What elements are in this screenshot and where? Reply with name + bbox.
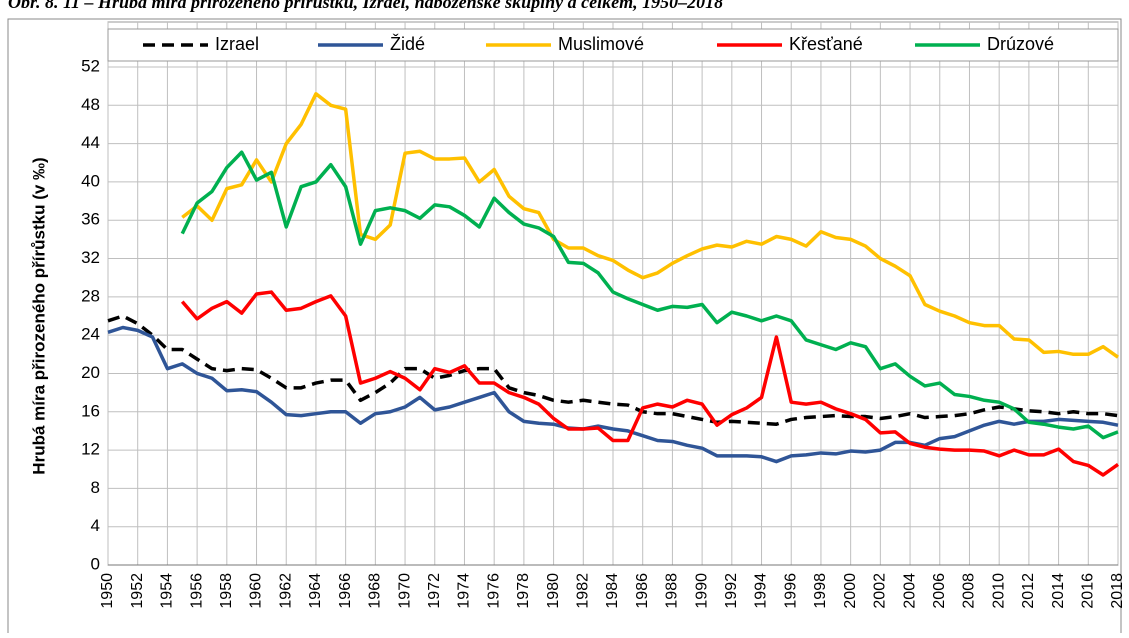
x-tick-label: 1956 (188, 573, 205, 609)
x-tick-label: 1950 (99, 573, 116, 609)
x-tick-label: 2000 (842, 573, 859, 609)
x-tick-label: 1986 (634, 573, 651, 609)
x-tick-label: 2002 (872, 573, 889, 609)
x-tick-label: 1966 (337, 573, 354, 609)
y-tick-label: 28 (81, 286, 100, 305)
y-tick-label: 24 (81, 325, 100, 344)
x-tick-label: 1990 (693, 573, 710, 609)
y-tick-label: 32 (81, 248, 100, 267)
x-tick-label: 1952 (129, 573, 146, 609)
legend-label: Muslimové (558, 34, 644, 54)
y-tick-label: 0 (91, 554, 100, 573)
y-tick-label: 16 (81, 401, 100, 420)
x-tick-label: 1978 (515, 573, 532, 609)
x-tick-label: 1988 (664, 573, 681, 609)
x-tick-label: 1970 (396, 573, 413, 609)
x-tick-label: 1958 (218, 573, 235, 609)
x-tick-label: 2010 (990, 573, 1007, 609)
x-tick-label: 1964 (307, 573, 324, 609)
x-tick-label: 2012 (1020, 573, 1037, 609)
x-tick-label: 1954 (159, 573, 176, 609)
x-tick-label: 2006 (931, 573, 948, 609)
y-tick-label: 52 (81, 56, 100, 75)
legend-label: Křesťané (789, 34, 863, 54)
x-tick-label: 1960 (248, 573, 265, 609)
y-tick-label: 12 (81, 440, 100, 459)
x-tick-label: 1980 (545, 573, 562, 609)
legend-label: Drúzové (987, 34, 1054, 54)
x-tick-label: 1996 (782, 573, 799, 609)
x-tick-label: 1994 (753, 573, 770, 609)
y-axis-label: Hrubá míra přirozeného přírůstku (v ‰) (29, 157, 48, 474)
x-tick-label: 1998 (812, 573, 829, 609)
x-tick-label: 2016 (1080, 573, 1097, 609)
y-tick-label: 20 (81, 363, 100, 382)
series-line (107, 325, 1119, 464)
y-tick-label: 4 (91, 516, 100, 535)
chart-title: Obr. 8. 11 – Hrubá míra přirozeného přír… (8, 0, 723, 12)
series-line (180, 150, 1119, 440)
x-tick-label: 1962 (277, 573, 294, 609)
x-tick-label: 1982 (575, 573, 592, 609)
x-tick-label: 1974 (456, 573, 473, 609)
x-tick-label: 1976 (485, 573, 502, 609)
x-tick-label: 2014 (1050, 573, 1067, 609)
legend-label: Židé (390, 34, 425, 54)
x-tick-label: 2004 (901, 573, 918, 609)
x-tick-label: 1984 (604, 573, 621, 609)
x-tick-label: 1992 (723, 573, 740, 609)
x-tick-label: 2018 (1109, 573, 1126, 609)
y-tick-label: 48 (81, 95, 100, 114)
x-tick-label: 1968 (367, 573, 384, 609)
series-line (180, 290, 1120, 477)
x-tick-label: 1972 (426, 573, 443, 609)
y-tick-label: 8 (91, 478, 100, 497)
legend-label: Izrael (215, 34, 259, 54)
x-tick-label: 2008 (961, 573, 978, 609)
y-tick-label: 40 (81, 171, 100, 190)
y-tick-label: 44 (81, 133, 100, 152)
series-line (181, 92, 1120, 359)
y-tick-label: 36 (81, 210, 100, 229)
